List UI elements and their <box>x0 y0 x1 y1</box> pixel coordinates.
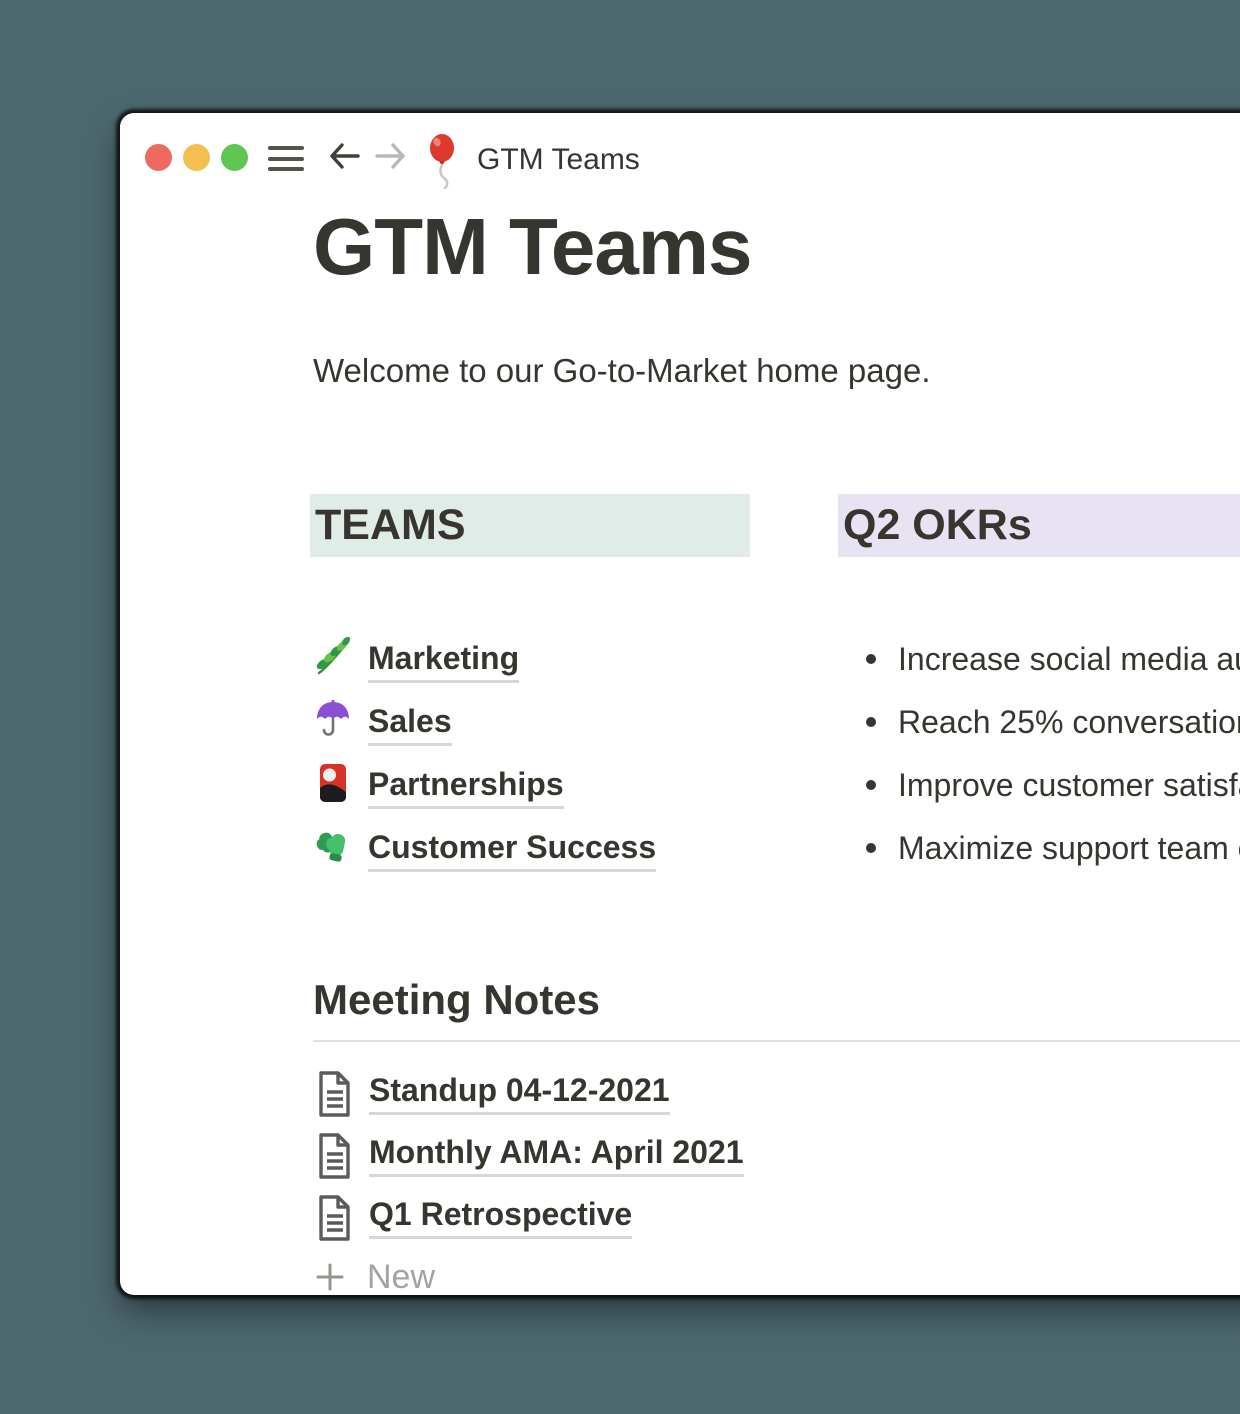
okrs-column: Q2 OKRs Increase social media audience R… <box>838 494 1240 907</box>
okr-item: Increase social media audience <box>838 639 1240 702</box>
list-item: Q1 Retrospective <box>313 1195 1240 1257</box>
herb-emoji-icon <box>316 637 351 675</box>
list-item: Sales <box>310 700 750 765</box>
note-link-monthly-ama[interactable]: Monthly AMA: April 2021 <box>369 1133 744 1178</box>
okrs-header: Q2 OKRs <box>838 494 1240 557</box>
plus-icon <box>316 1263 344 1291</box>
umbrella-emoji-icon <box>317 700 349 736</box>
new-page-button[interactable]: New <box>313 1257 1240 1295</box>
flower-playing-cards-emoji-icon <box>320 764 346 802</box>
list-item: Standup 04-12-2021 <box>313 1071 1240 1133</box>
team-link-sales[interactable]: Sales <box>368 702 452 747</box>
page-title: GTM Teams <box>313 202 752 291</box>
list-item: Customer Success <box>310 828 750 891</box>
page-document-icon <box>319 1195 350 1241</box>
note-link-q1-retrospective[interactable]: Q1 Retrospective <box>369 1195 633 1240</box>
page-document-icon <box>319 1071 350 1117</box>
meeting-notes-list: Standup 04-12-2021 Monthly AMA: April 20… <box>313 1071 1240 1295</box>
new-page-label: New <box>367 1257 436 1296</box>
gloves-emoji-icon <box>316 832 346 862</box>
okr-item: Maximize support team efficiency <box>838 828 1240 891</box>
teams-list: Marketing Sales Part <box>310 637 750 891</box>
list-item: Marketing <box>310 637 750 702</box>
teams-header: TEAMS <box>310 494 750 557</box>
okr-item: Reach 25% conversation rate <box>838 702 1240 765</box>
forward-arrow-icon[interactable] <box>372 137 410 175</box>
balloon-emoji <box>430 134 454 189</box>
team-link-marketing[interactable]: Marketing <box>368 639 520 684</box>
minimize-window-button[interactable] <box>183 144 210 171</box>
app-window: GTM Teams GTM Teams Welcome to our Go-to… <box>120 113 1240 1295</box>
sidebar-menu-icon[interactable] <box>268 146 304 171</box>
teams-column: TEAMS Marketing <box>310 494 750 907</box>
list-item: Partnerships <box>310 764 750 828</box>
page-document-icon <box>319 1133 350 1179</box>
titlebar: GTM Teams <box>120 113 1240 203</box>
columns-section: TEAMS Marketing <box>310 494 1240 907</box>
okr-item: Improve customer satisfaction <box>838 765 1240 828</box>
list-item: Monthly AMA: April 2021 <box>313 1133 1240 1195</box>
note-link-standup[interactable]: Standup 04-12-2021 <box>369 1071 670 1116</box>
team-link-customer-success[interactable]: Customer Success <box>368 828 657 873</box>
breadcrumb[interactable]: GTM Teams <box>477 143 640 176</box>
zoom-window-button[interactable] <box>221 144 248 171</box>
meeting-notes-title: Meeting Notes <box>313 976 601 1023</box>
divider <box>313 1040 1240 1042</box>
team-link-partnerships[interactable]: Partnerships <box>368 765 564 810</box>
okrs-list: Increase social media audience Reach 25%… <box>838 639 1240 891</box>
close-window-button[interactable] <box>145 144 172 171</box>
back-arrow-icon[interactable] <box>325 137 363 175</box>
page-subtitle: Welcome to our Go-to-Market home page. <box>313 352 931 389</box>
meeting-notes-section: Meeting Notes Standup 04-12-2021 Monthly… <box>313 975 1240 1295</box>
